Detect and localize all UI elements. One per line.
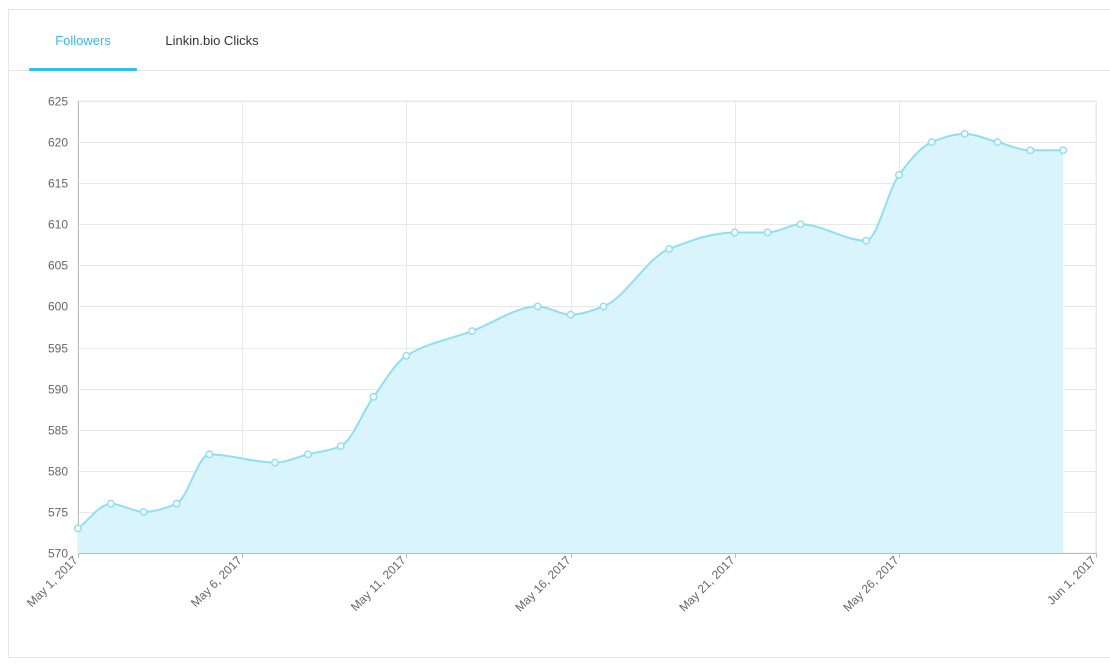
data-point xyxy=(533,302,542,311)
y-tick-label: 610 xyxy=(48,218,68,232)
data-point xyxy=(599,302,608,311)
x-tick-label: May 21, 2017 xyxy=(676,553,738,615)
y-tick-label: 590 xyxy=(48,383,68,397)
data-point xyxy=(763,228,772,237)
x-tick-label: Jun 1, 2017 xyxy=(1044,553,1098,607)
x-tick-label: May 11, 2017 xyxy=(348,553,409,614)
tab-followers[interactable]: Followers xyxy=(29,10,137,71)
data-point xyxy=(566,310,575,319)
y-tick-label: 605 xyxy=(48,259,68,273)
y-tick-label: 625 xyxy=(48,95,68,109)
data-point xyxy=(862,236,871,245)
data-point xyxy=(74,524,82,533)
tab-clicks-label: Linkin.bio Clicks xyxy=(165,33,259,48)
active-tab-indicator xyxy=(29,68,137,71)
data-point xyxy=(172,499,181,508)
data-point xyxy=(895,171,903,179)
y-tick-label: 575 xyxy=(48,506,68,520)
data-point xyxy=(402,351,411,360)
data-point xyxy=(1026,146,1035,155)
data-point xyxy=(369,392,378,401)
followers-area xyxy=(78,133,1064,553)
data-point xyxy=(468,327,477,336)
data-point xyxy=(1059,146,1068,155)
tab-followers-label: Followers xyxy=(55,33,111,48)
data-point xyxy=(730,228,739,237)
data-point xyxy=(927,138,936,147)
data-point xyxy=(271,458,279,467)
x-tick-label: May 26, 2017 xyxy=(840,553,902,615)
y-tick-label: 615 xyxy=(48,177,68,191)
y-tick-label: 570 xyxy=(48,547,68,561)
data-point xyxy=(205,450,214,459)
data-point xyxy=(665,244,674,253)
y-tick-label: 600 xyxy=(48,300,68,314)
y-tick-label: 585 xyxy=(48,424,68,438)
data-point xyxy=(993,138,1002,147)
tab-linkinbio-clicks[interactable]: Linkin.bio Clicks xyxy=(157,10,267,70)
y-tick-label: 620 xyxy=(48,136,68,150)
data-point xyxy=(796,220,805,229)
data-point xyxy=(960,129,969,138)
data-point xyxy=(139,507,148,516)
tab-bar: Followers Linkin.bio Clicks xyxy=(9,10,1110,71)
x-tick-label: May 6, 2017 xyxy=(188,553,245,610)
data-point xyxy=(303,450,312,459)
y-tick-label: 580 xyxy=(48,465,68,479)
y-tick-label: 595 xyxy=(48,342,68,356)
x-tick-label: May 16, 2017 xyxy=(512,553,574,615)
data-point xyxy=(336,442,345,451)
x-tick-label: May 1, 2017 xyxy=(24,553,81,610)
data-point xyxy=(106,499,115,508)
